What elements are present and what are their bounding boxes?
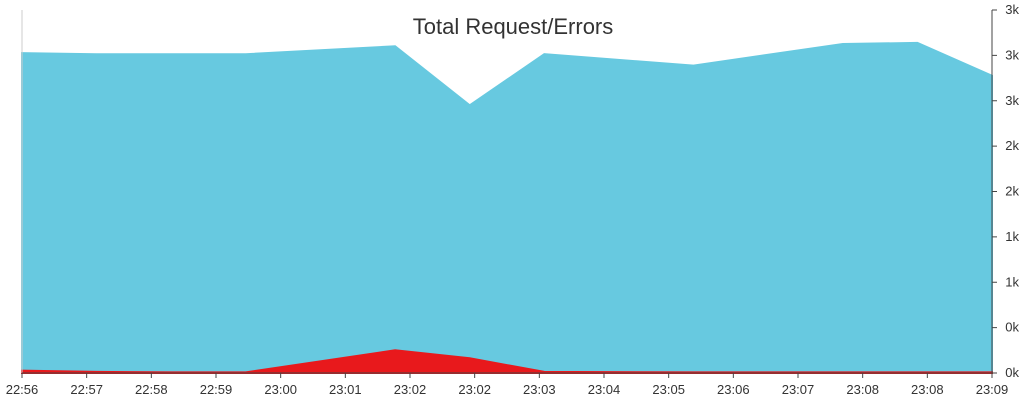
y-tick-label: 0k [1005,365,1019,380]
x-tick-label: 23:02 [394,382,427,397]
y-tick-label: 0k [1005,320,1019,335]
y-tick-label: 3k [1005,2,1019,17]
chart-title: Total Request/Errors [413,14,614,39]
x-tick-label: 23:01 [329,382,362,397]
series-area-0 [21,41,993,374]
x-axis-ticks: 22:56 22:57 22:58 22:59 23:00 23:01 23:02 23:02… [6,373,1009,397]
y-tick-label: 2k [1005,184,1019,199]
x-tick-label: 22:57 [70,382,103,397]
y-tick-label: 1k [1005,229,1019,244]
x-tick-label: 23:02 [458,382,491,397]
x-tick-label: 22:56 [6,382,39,397]
y-tick-label: 1k [1005,274,1019,289]
x-tick-label: 23:08 [846,382,879,397]
y-tick-label: 2k [1005,138,1019,153]
x-tick-label: 23:05 [652,382,685,397]
x-tick-label: 23:09 [976,382,1009,397]
x-tick-label: 23:06 [717,382,750,397]
x-tick-label: 22:59 [200,382,233,397]
x-tick-label: 23:07 [782,382,815,397]
x-tick-label: 22:58 [135,382,168,397]
series-area-1 [21,349,993,374]
y-tick-label: 3k [1005,93,1019,108]
x-tick-label: 23:03 [523,382,556,397]
x-tick-label: 23:04 [588,382,621,397]
plot-area [21,41,993,374]
y-axis-ticks: 3k 3k 3k 2k 2k 1k 1k 0k 0k [992,2,1019,380]
x-tick-label: 23:08 [911,382,944,397]
x-tick-label: 23:00 [264,382,297,397]
y-tick-label: 3k [1005,47,1019,62]
